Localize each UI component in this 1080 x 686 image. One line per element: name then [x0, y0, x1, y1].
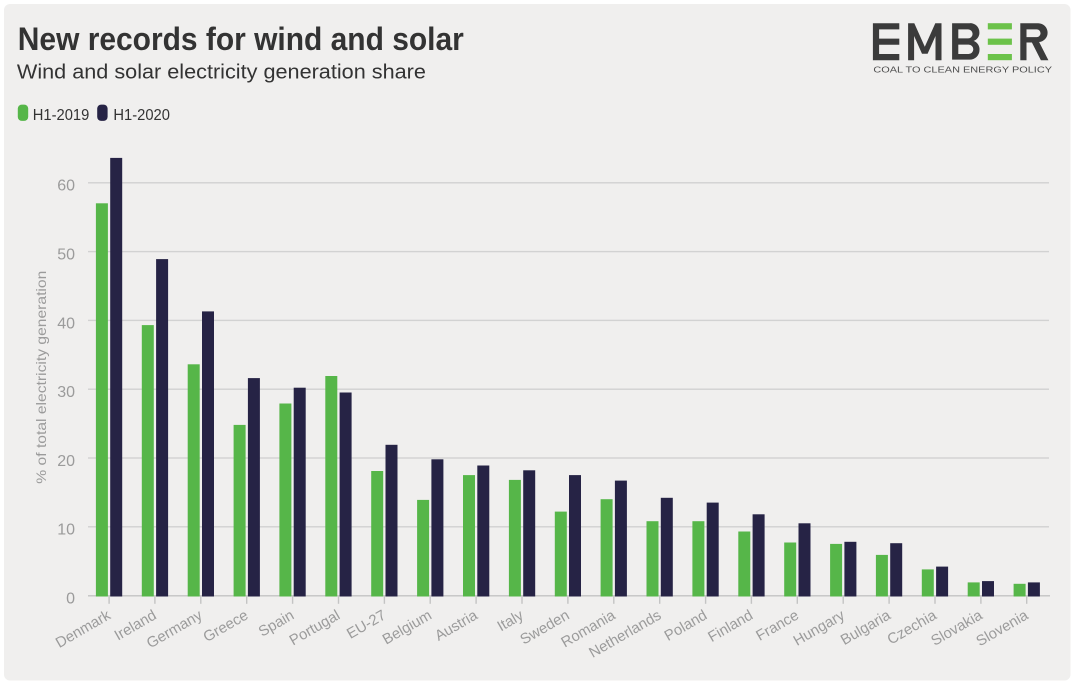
svg-text:20: 20 [57, 453, 75, 470]
svg-text:10: 10 [57, 522, 75, 539]
svg-text:30: 30 [57, 384, 75, 401]
svg-text:60: 60 [57, 178, 75, 195]
svg-text:40: 40 [57, 315, 75, 332]
svg-text:% of total electricity generat: % of total electricity generation [33, 271, 49, 484]
svg-text:New records for wind and solar: New records for wind and solar [18, 21, 464, 57]
svg-text:H1-2020: H1-2020 [113, 107, 170, 124]
svg-text:50: 50 [57, 247, 75, 264]
svg-text:COAL TO CLEAN ENERGY POLICY: COAL TO CLEAN ENERGY POLICY [873, 66, 1053, 75]
svg-text:Wind and solar electricity gen: Wind and solar electricity generation sh… [17, 60, 426, 83]
svg-text:H1-2019: H1-2019 [33, 107, 90, 124]
svg-text:0: 0 [66, 591, 75, 608]
